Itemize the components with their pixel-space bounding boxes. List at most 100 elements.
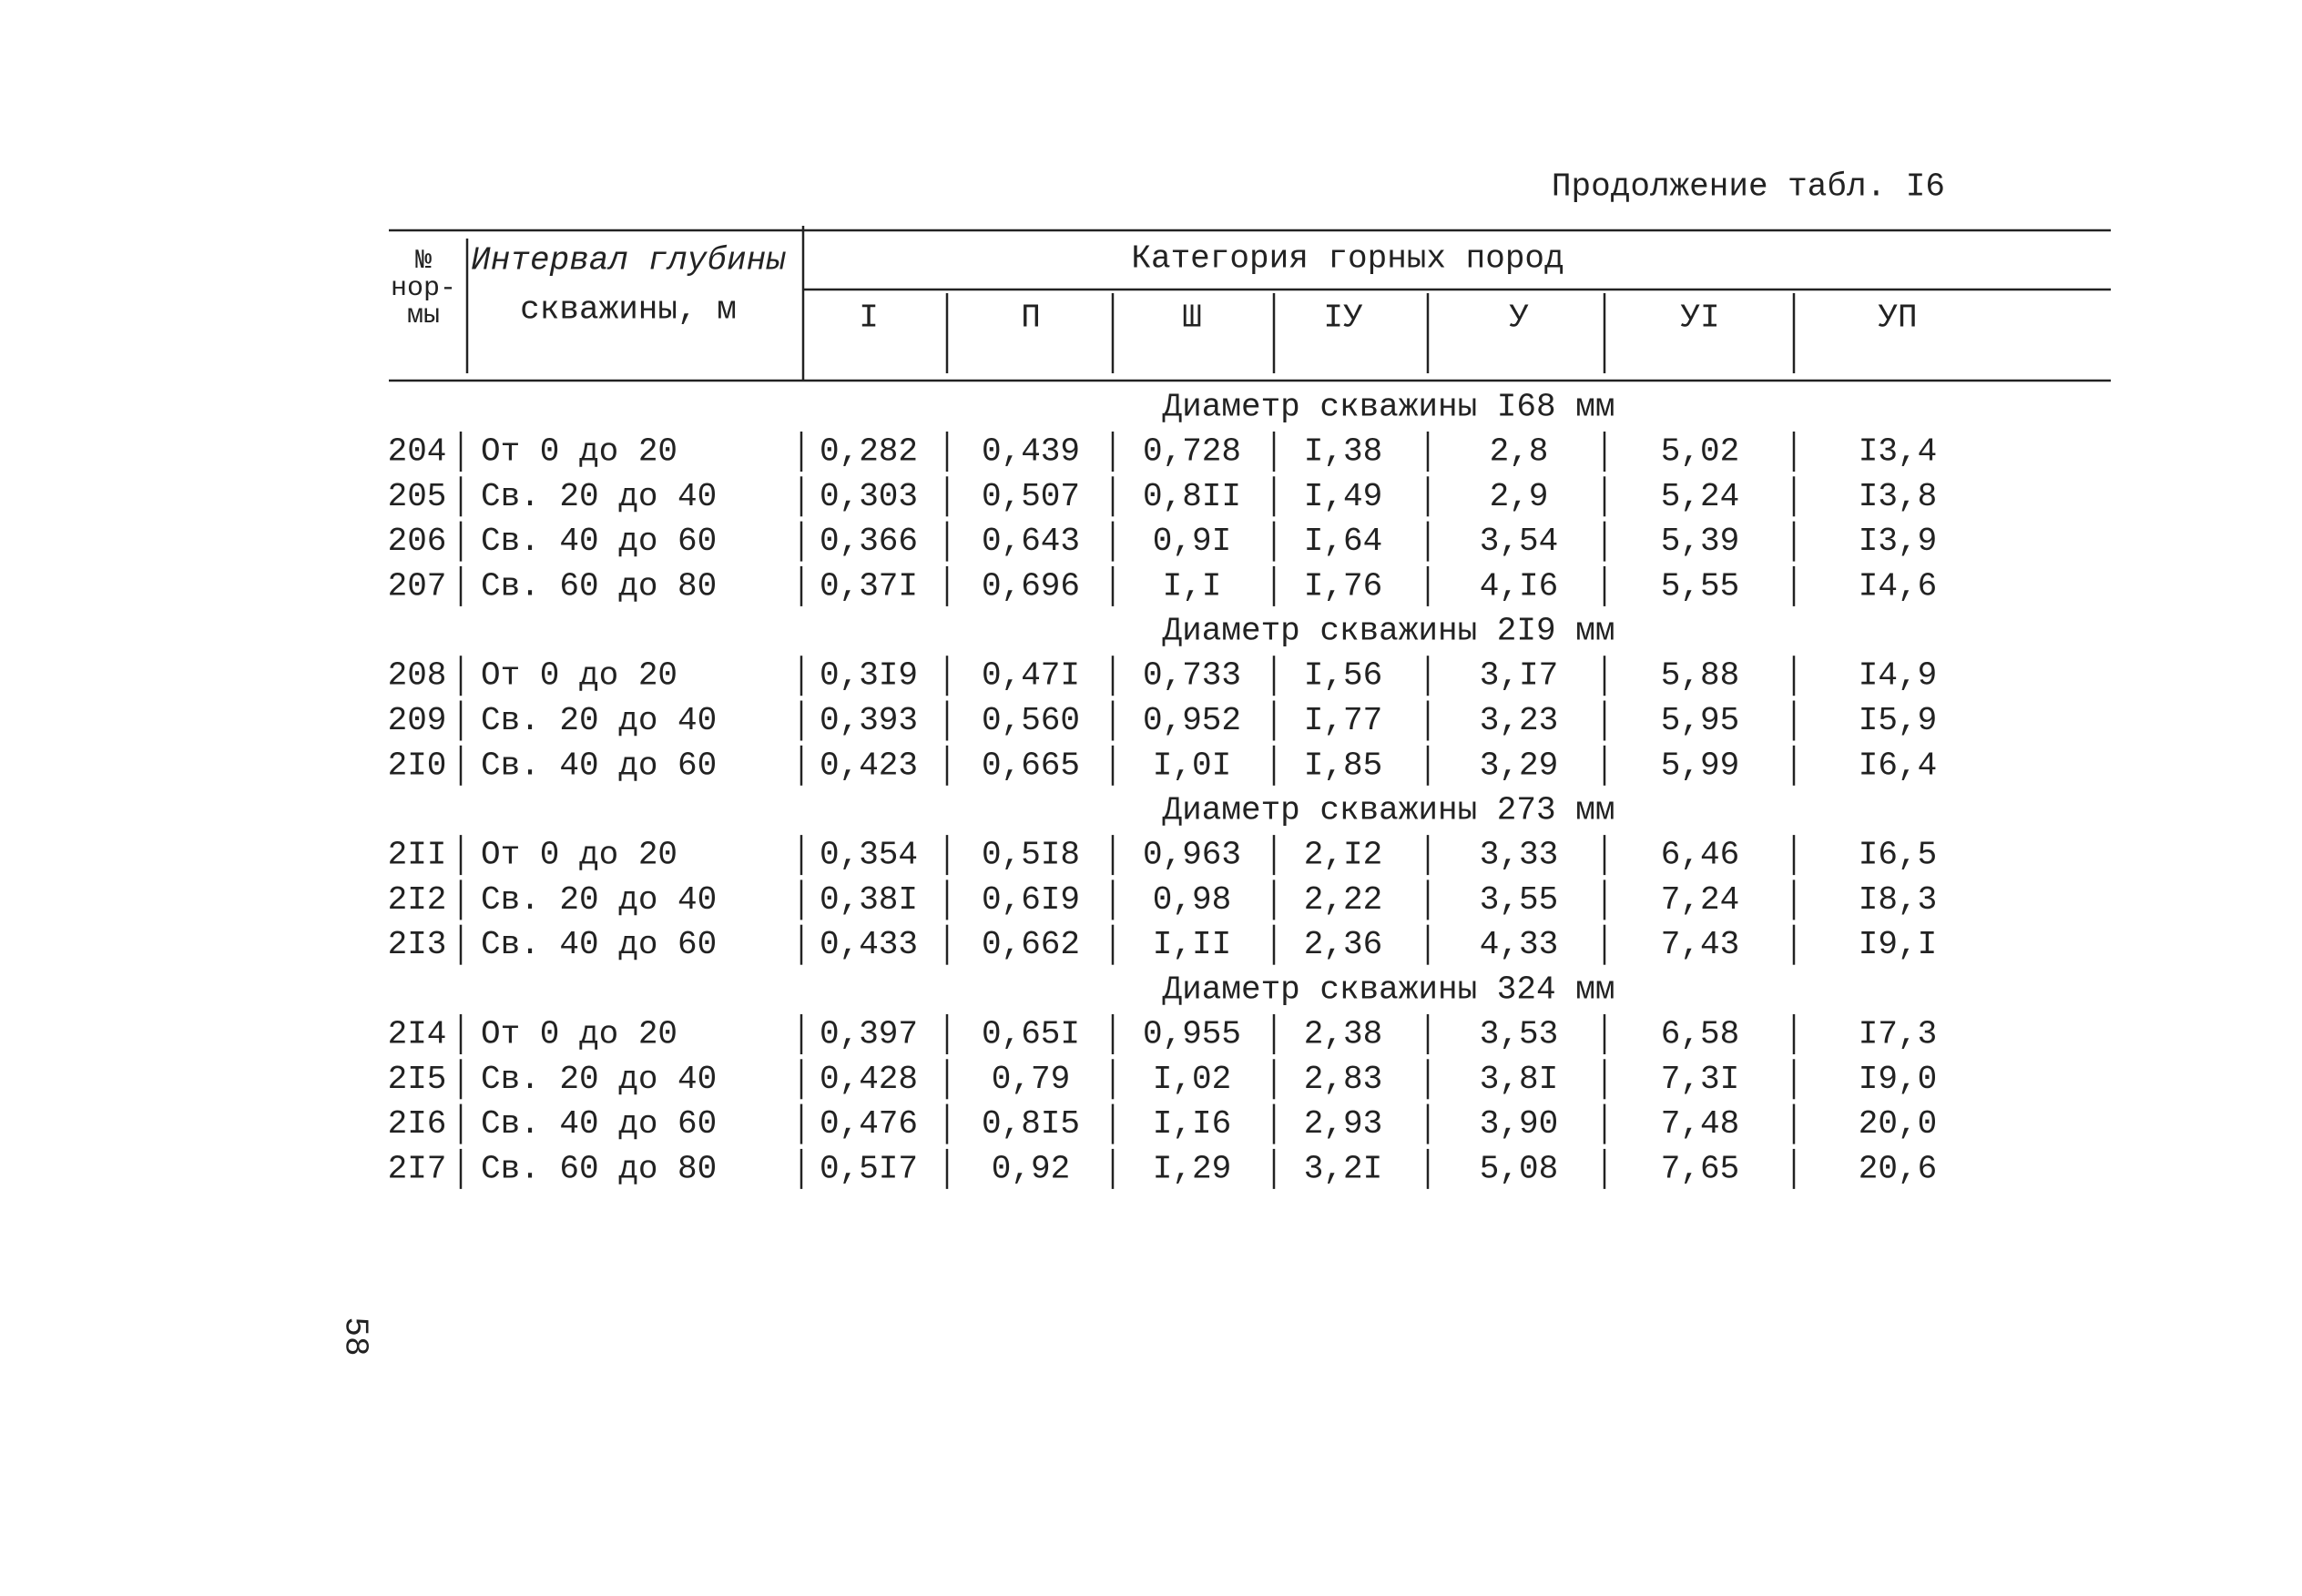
row-number: 2I4 (388, 1016, 447, 1053)
cell: 0,439 (982, 433, 1080, 471)
cell: I8,3 (1859, 881, 1937, 919)
section-heading: Диаметр скважины 324 мм (1163, 971, 1615, 1009)
interval: Св. 40 до 60 (481, 1105, 717, 1143)
cell: I9,I (1859, 926, 1937, 963)
cell: 3,90 (1480, 1105, 1558, 1143)
cell: 5,55 (1661, 567, 1739, 605)
row-number: 208 (388, 657, 447, 695)
cell: 2,83 (1304, 1061, 1382, 1098)
row-number: 2II (388, 837, 447, 874)
cell: I9,0 (1859, 1061, 1937, 1098)
row-number: 204 (388, 433, 447, 471)
row-number: 206 (388, 523, 447, 560)
row-number: 205 (388, 478, 447, 515)
row-number: 2I7 (388, 1150, 447, 1187)
interval-head: Интервал глубины (471, 242, 786, 280)
cell: I,64 (1304, 523, 1382, 560)
cell: I6,4 (1859, 747, 1937, 784)
cell: 2,38 (1304, 1016, 1382, 1053)
cell: 4,I6 (1480, 567, 1558, 605)
interval: Св. 60 до 80 (481, 567, 717, 605)
interval: От 0 до 20 (481, 657, 677, 695)
cell: I,56 (1304, 657, 1382, 695)
cell: 5,88 (1661, 657, 1739, 695)
cell: 0,8I5 (982, 1105, 1080, 1143)
cell: 7,65 (1661, 1150, 1739, 1187)
category: Ш (1182, 300, 1202, 337)
cell: I,I (1163, 567, 1222, 605)
cell: 3,55 (1480, 881, 1558, 919)
section-heading: Диаметр скважины I68 мм (1163, 389, 1615, 426)
interval: От 0 до 20 (481, 837, 677, 874)
cell: 0,38I (820, 881, 918, 919)
cell: 6,46 (1661, 837, 1739, 874)
cell: I,I6 (1153, 1105, 1231, 1143)
cell: 0,98 (1153, 881, 1231, 919)
cell: I,77 (1304, 702, 1382, 739)
cell: 3,33 (1480, 837, 1558, 874)
cell: 0,733 (1143, 657, 1241, 695)
category: УI (1680, 300, 1719, 337)
cell: 0,955 (1143, 1016, 1241, 1053)
cell: 0,79 (992, 1061, 1070, 1098)
cell: 0,282 (820, 433, 918, 471)
cell: 0,37I (820, 567, 918, 605)
row-number: 2I3 (388, 926, 447, 963)
cell: 0,5I7 (820, 1150, 918, 1187)
cell: I,0I (1153, 747, 1231, 784)
cell: 0,6I9 (982, 881, 1080, 919)
row-number: 2I2 (388, 881, 447, 919)
cell: 0,428 (820, 1061, 918, 1098)
interval: Св. 60 до 80 (481, 1150, 717, 1187)
cell: 3,8I (1480, 1061, 1558, 1098)
cell: 3,2I (1304, 1150, 1382, 1187)
cell: 2,22 (1304, 881, 1382, 919)
cell: 3,23 (1480, 702, 1558, 739)
cell: 0,92 (992, 1150, 1070, 1187)
cell: 2,9 (1490, 478, 1549, 515)
cell: I3,8 (1859, 478, 1937, 515)
cell: 7,48 (1661, 1105, 1739, 1143)
cell: 2,8 (1490, 433, 1549, 471)
cell: 0,65I (982, 1016, 1080, 1053)
number-head: № (415, 246, 432, 277)
interval: Св. 20 до 40 (481, 1061, 717, 1098)
cell: 0,560 (982, 702, 1080, 739)
section-heading: Диаметр скважины 273 мм (1163, 792, 1615, 829)
cell: 3,29 (1480, 747, 1558, 784)
interval: От 0 до 20 (481, 1016, 677, 1053)
interval: От 0 до 20 (481, 433, 677, 471)
cell: 5,24 (1661, 478, 1739, 515)
cell: 5,08 (1480, 1150, 1558, 1187)
cell: I,II (1153, 926, 1231, 963)
cell: 0,665 (982, 747, 1080, 784)
cell: 0,696 (982, 567, 1080, 605)
interval-head: скважины, м (520, 291, 737, 329)
interval: Св. 40 до 60 (481, 926, 717, 963)
cell: 0,9I (1153, 523, 1231, 560)
cell: 3,54 (1480, 523, 1558, 560)
category: У (1509, 300, 1529, 337)
cell: I,02 (1153, 1061, 1231, 1098)
cell: 4,33 (1480, 926, 1558, 963)
cell: I6,5 (1859, 837, 1937, 874)
cell: 0,3I9 (820, 657, 918, 695)
cell: I,85 (1304, 747, 1382, 784)
cell: 0,662 (982, 926, 1080, 963)
cell: I,29 (1153, 1150, 1231, 1187)
row-number: 209 (388, 702, 447, 739)
category: УП (1878, 300, 1917, 337)
cell: 6,58 (1661, 1016, 1739, 1053)
interval: Св. 20 до 40 (481, 881, 717, 919)
category: IУ (1323, 300, 1363, 337)
row-number: 207 (388, 567, 447, 605)
cell: 0,303 (820, 478, 918, 515)
interval: Св. 40 до 60 (481, 747, 717, 784)
cell: 0,476 (820, 1105, 918, 1143)
cell: 3,53 (1480, 1016, 1558, 1053)
cell: 0,354 (820, 837, 918, 874)
cell: 2,36 (1304, 926, 1382, 963)
cell: 0,47I (982, 657, 1080, 695)
cell: 0,963 (1143, 837, 1241, 874)
cell: 0,423 (820, 747, 918, 784)
